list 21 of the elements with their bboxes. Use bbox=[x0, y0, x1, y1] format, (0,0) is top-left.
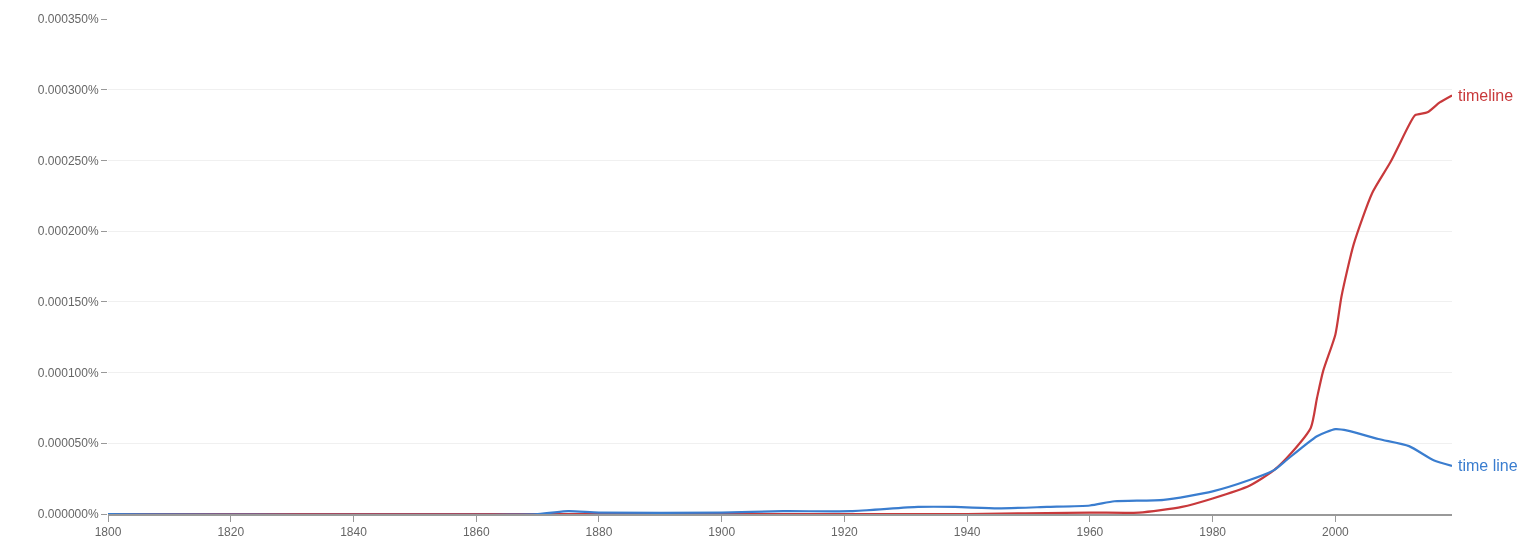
y-tick-label: 0.000200% bbox=[37, 224, 99, 239]
x-tick-label: 1980 bbox=[1199, 525, 1227, 540]
x-tick-label: 1860 bbox=[462, 525, 490, 540]
x-tick-label: 1900 bbox=[708, 525, 736, 540]
series-label: time line bbox=[1458, 457, 1518, 474]
y-tick-label: 0.000350% bbox=[37, 12, 99, 27]
x-tick-label: 1920 bbox=[831, 525, 859, 540]
y-tick-label: 0.000000% bbox=[37, 507, 99, 522]
x-tick-label: 1840 bbox=[340, 525, 368, 540]
series-label: timeline bbox=[1458, 87, 1514, 104]
x-tick-label: 2000 bbox=[1322, 525, 1350, 540]
x-tick-label: 1800 bbox=[94, 525, 122, 540]
y-tick-label: 0.000150% bbox=[37, 295, 99, 310]
x-tick-label: 1940 bbox=[953, 525, 981, 540]
x-tick-label: 1880 bbox=[585, 525, 613, 540]
x-tick-label: 1960 bbox=[1076, 525, 1104, 540]
y-tick-label: 0.000050% bbox=[37, 436, 99, 451]
y-tick-label: 0.000300% bbox=[37, 82, 99, 97]
x-tick-label: 1820 bbox=[217, 525, 245, 540]
y-tick-label: 0.000100% bbox=[37, 365, 99, 380]
y-tick-label: 0.000250% bbox=[37, 153, 99, 168]
